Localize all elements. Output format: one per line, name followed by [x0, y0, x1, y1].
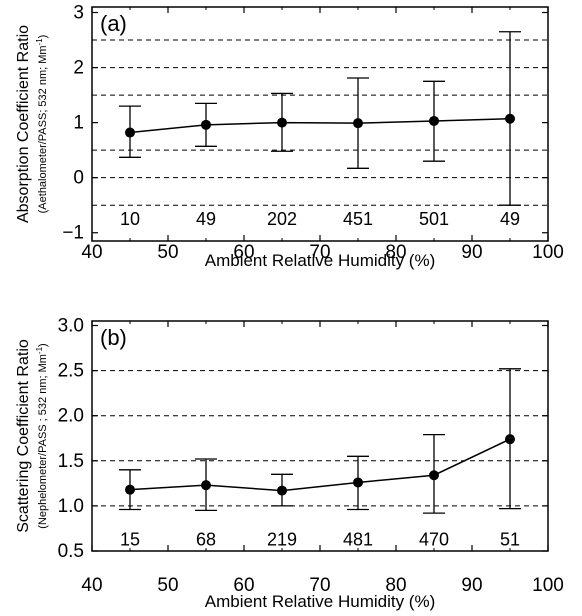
- count-label: 219: [267, 529, 297, 549]
- count-label: 68: [196, 529, 216, 549]
- x-tick-label: 80: [385, 575, 406, 596]
- y-tick-label: −1: [62, 223, 84, 244]
- y-tick-label: 2: [73, 58, 84, 79]
- count-label: 470: [419, 529, 449, 549]
- data-point: [125, 484, 135, 495]
- x-tick-label: 70: [309, 242, 330, 263]
- x-tick-label: 100: [532, 242, 564, 263]
- data-point: [505, 113, 515, 124]
- x-axis-label: Ambient Relative Humidity (%): [205, 251, 436, 270]
- x-tick-label: 40: [81, 575, 102, 596]
- y-axis-sublabel-end: ): [37, 35, 49, 39]
- count-label: 51: [500, 529, 520, 549]
- y-axis-sublabel-end: ): [37, 343, 49, 347]
- x-tick-label: 90: [461, 242, 482, 263]
- data-point: [277, 117, 287, 128]
- y-tick-label: 1.5: [58, 451, 84, 472]
- chart-panel-a: 40 50 60 70 80 90 100 −1 0 1 2 3 Ambient Relative Hu…: [15, 3, 564, 270]
- x-axis-label: Ambient Relative Humidity (%): [205, 592, 436, 611]
- y-axis-sublabel: (Nephelometer/PASS ; 532 nm; Mm-1): [35, 343, 49, 528]
- chart-panel-b: 40 50 60 70 80 90 100 0.5 1.0 1.5 2.0 2.5 3.0 Ambient…: [15, 316, 564, 611]
- x-tick-label: 80: [385, 242, 406, 263]
- series-line: [129, 118, 511, 134]
- count-label: 481: [343, 529, 373, 549]
- data-point: [201, 480, 211, 491]
- y-axis-sublabel-text: (Nephelometer/PASS ; 532 nm; Mm: [37, 354, 49, 529]
- y-tick-label: 2.0: [58, 406, 84, 427]
- x-tick-label: 70: [309, 575, 330, 596]
- data-point: [353, 118, 363, 129]
- x-tick-label: 60: [233, 575, 254, 596]
- count-label: 49: [500, 209, 520, 229]
- data-point: [429, 470, 439, 481]
- y-tick-label: 1.0: [58, 496, 84, 517]
- count-label: 15: [120, 529, 140, 549]
- y-axis-sublabel: (Aethalometer/PASS; 532 nm; Mm-1): [35, 35, 49, 214]
- y-axis-sublabel-sup: -1: [35, 38, 44, 46]
- y-tick-label: 3.0: [58, 316, 84, 337]
- data-point: [125, 127, 135, 138]
- count-label: 10: [120, 209, 140, 229]
- x-tick-label: 100: [532, 575, 564, 596]
- y-tick-label: 2.5: [58, 361, 84, 382]
- x-tick-label: 60: [233, 242, 254, 263]
- y-axis-label: Absorption Coefficient Ratio: [15, 25, 32, 223]
- count-label: 49: [196, 209, 216, 229]
- x-tick-label: 50: [157, 242, 178, 263]
- data-point: [429, 115, 439, 126]
- y-tick-label: 3: [73, 3, 84, 24]
- y-tick-label: 1: [73, 113, 84, 134]
- data-point: [505, 434, 515, 445]
- series-line: [129, 438, 511, 492]
- x-tick-label: 50: [157, 575, 178, 596]
- plot-frame: [91, 320, 549, 552]
- y-axis-sublabel-text: (Aethalometer/PASS; 532 nm; Mm: [37, 45, 49, 213]
- count-label: 501: [419, 209, 449, 229]
- count-label: 451: [343, 209, 373, 229]
- x-tick-label: 40: [81, 242, 102, 263]
- plot-frame: [91, 6, 549, 242]
- count-label: 202: [267, 209, 297, 229]
- y-axis-label: Scattering Coefficient Ratio: [15, 339, 32, 533]
- y-tick-label: 0.5: [58, 541, 84, 562]
- data-point: [353, 477, 363, 488]
- data-point: [201, 119, 211, 130]
- panel-label: (a): [100, 11, 127, 36]
- panel-label: (b): [100, 325, 127, 350]
- data-point: [277, 485, 287, 496]
- y-axis-sublabel-sup: -1: [35, 346, 44, 354]
- x-tick-label: 90: [461, 575, 482, 596]
- y-tick-label: 0: [73, 168, 84, 189]
